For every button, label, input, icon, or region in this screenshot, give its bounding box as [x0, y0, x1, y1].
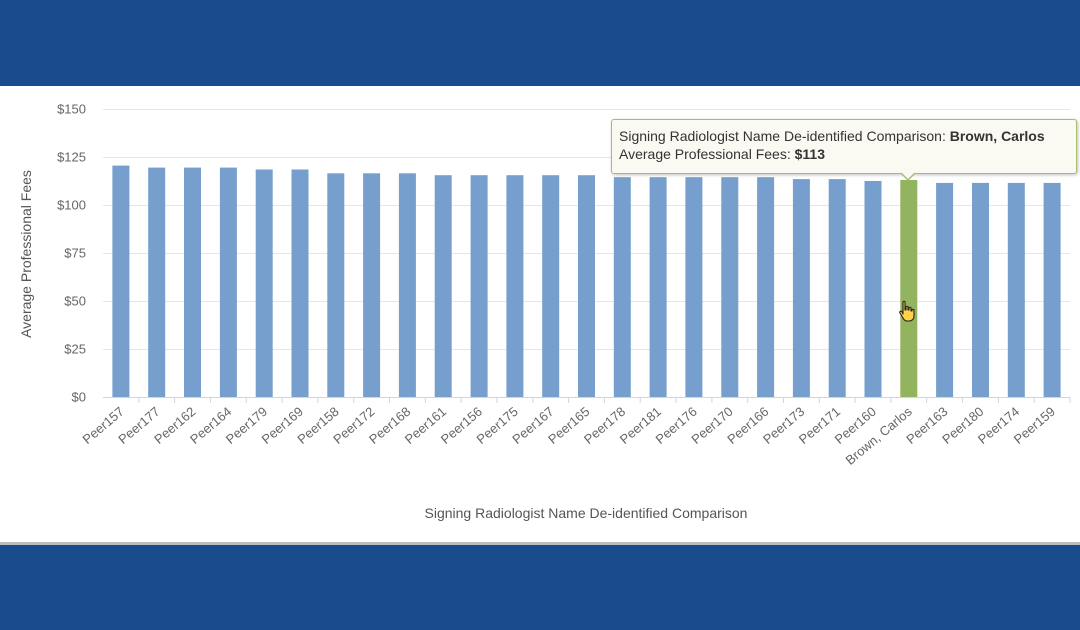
tooltip-pointer-fill — [901, 172, 915, 179]
bar[interactable] — [936, 182, 954, 397]
bar[interactable] — [972, 182, 989, 397]
bar[interactable] — [398, 173, 416, 397]
bar[interactable] — [721, 177, 739, 397]
bar[interactable] — [184, 167, 201, 397]
bar[interactable] — [757, 177, 775, 397]
bar[interactable] — [363, 173, 381, 397]
y-axis-title: Average Professional Fees — [18, 170, 34, 338]
bar[interactable] — [434, 175, 452, 397]
bar[interactable] — [613, 177, 631, 397]
bar-chart: $0 $25 $50 $75 $100 $125 $150 Peer157Peer177Pe… — [18, 102, 1071, 521]
bar[interactable] — [685, 177, 703, 397]
bar[interactable] — [1043, 182, 1061, 397]
y-tick-label: $75 — [64, 246, 86, 261]
x-axis-ticks: Peer157Peer177Peer162Peer164Peer179Peer1… — [80, 403, 1058, 467]
bottom-banner — [0, 545, 1080, 630]
y-tick-label: $50 — [64, 294, 86, 309]
bar[interactable] — [506, 175, 524, 397]
tooltip-value-label: Average Professional Fees: — [619, 146, 795, 162]
bar[interactable] — [470, 175, 488, 397]
chart-tooltip: Signing Radiologist Name De-identified C… — [611, 119, 1077, 174]
tooltip-category-label: Signing Radiologist Name De-identified C… — [619, 128, 950, 144]
bar[interactable] — [219, 167, 237, 397]
bar[interactable] — [649, 177, 667, 397]
bar-highlighted[interactable] — [900, 180, 918, 397]
x-axis-title: Signing Radiologist Name De-identified C… — [425, 505, 748, 521]
tooltip-value-amount: $113 — [794, 146, 825, 162]
y-tick-label: $125 — [57, 150, 86, 165]
bar[interactable] — [255, 169, 273, 398]
bar[interactable] — [148, 167, 166, 397]
bar[interactable] — [327, 173, 345, 397]
bars — [112, 165, 1061, 398]
y-tick-label: $150 — [57, 102, 86, 117]
bar[interactable] — [864, 181, 882, 397]
y-tick-label: $100 — [57, 198, 86, 213]
bar[interactable] — [828, 179, 846, 397]
tooltip-line-value: Average Professional Fees: $113 — [619, 145, 1068, 163]
hand-pointer-icon — [899, 300, 915, 322]
top-banner — [0, 0, 1080, 86]
bar[interactable] — [112, 165, 130, 397]
tooltip-line-category: Signing Radiologist Name De-identified C… — [619, 127, 1068, 145]
tooltip-category-value: Brown, Carlos — [949, 128, 1045, 144]
bar[interactable] — [1007, 182, 1025, 397]
y-tick-label: $0 — [72, 390, 86, 405]
bar[interactable] — [792, 179, 810, 397]
y-axis-ticks: $0 $25 $50 $75 $100 $125 $150 — [57, 102, 86, 405]
y-tick-label: $25 — [64, 342, 86, 357]
bar[interactable] — [542, 175, 560, 397]
bar[interactable] — [578, 175, 595, 397]
x-axis — [103, 397, 1071, 403]
bar[interactable] — [291, 169, 309, 398]
